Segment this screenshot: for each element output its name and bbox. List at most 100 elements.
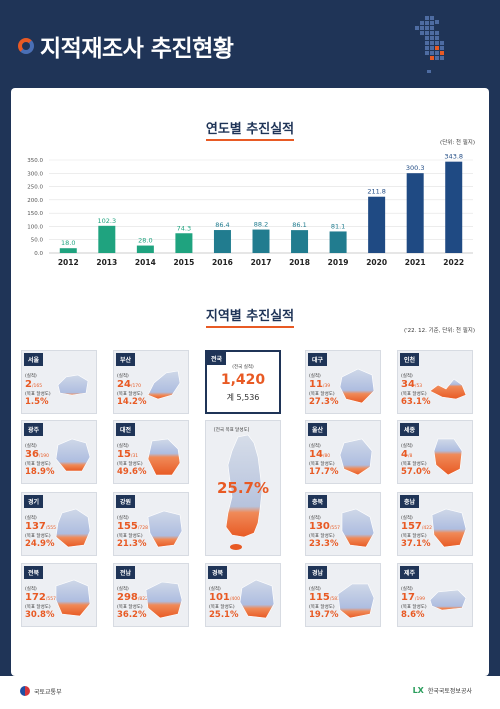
footer: 국토교통부 LX 한국국토정보공사 bbox=[0, 676, 500, 709]
bar-2018 bbox=[291, 230, 309, 253]
target-label: (목표 달성도) bbox=[117, 534, 143, 539]
region-card-경기: 경기 (실적) 137/555 (목표 달성도) 24.9% bbox=[21, 492, 97, 556]
y-tick-label: 50.0 bbox=[31, 238, 44, 244]
perf-label: (실적) bbox=[401, 516, 413, 521]
region-card-경북: 경북 (실적) 101/400 (목표 달성도) 25.1% bbox=[205, 563, 281, 627]
region-card-충북: 충북 (실적) 130/557 (목표 달성도) 23.3% bbox=[305, 492, 381, 556]
region-rate: 37.1% bbox=[401, 539, 431, 549]
region-map-shape bbox=[429, 378, 467, 400]
region-map-shape bbox=[55, 438, 91, 472]
bar-value-label: 81.1 bbox=[331, 222, 345, 230]
region-value: 157/422 bbox=[401, 521, 432, 532]
bar-value-label: 86.4 bbox=[215, 221, 229, 229]
region-card-서울: 서울 (실적) 2/165 (목표 달성도) 1.5% bbox=[21, 350, 97, 414]
x-tick-label: 2020 bbox=[366, 258, 387, 267]
bar-value-label: 211.8 bbox=[367, 188, 386, 196]
region-rate: 23.3% bbox=[309, 539, 339, 549]
region-value: 24/170 bbox=[117, 379, 142, 390]
bar-2012 bbox=[59, 248, 77, 253]
region-map-shape bbox=[433, 438, 463, 476]
bar-2015 bbox=[175, 233, 193, 253]
region-name: 부산 bbox=[116, 353, 136, 366]
region-rate: 30.8% bbox=[25, 610, 55, 620]
target-label: (목표 달성도) bbox=[401, 605, 427, 610]
region-name: 인천 bbox=[400, 353, 420, 366]
bar-2017 bbox=[252, 229, 270, 253]
perf-label: (실적) bbox=[25, 587, 37, 592]
region-map-shape bbox=[55, 579, 91, 617]
bar-value-label: 28.0 bbox=[138, 237, 152, 245]
x-tick-label: 2012 bbox=[58, 258, 79, 267]
region-rate: 14.2% bbox=[117, 397, 147, 407]
perf-label: (실적) bbox=[309, 516, 321, 521]
bar-2022 bbox=[445, 161, 463, 253]
bar-value-label: 300.3 bbox=[406, 164, 425, 172]
national-total-card: 전국 (전국 실적) 1,420 계 5,536 bbox=[205, 350, 281, 414]
region-map-shape bbox=[431, 508, 467, 548]
region-card-충남: 충남 (실적) 157/422 (목표 달성도) 37.1% bbox=[397, 492, 473, 556]
region-name: 충북 bbox=[308, 495, 328, 508]
ministry-logo: 국토교통부 bbox=[20, 686, 62, 696]
x-tick-label: 2019 bbox=[328, 258, 349, 267]
region-card-대전: 대전 (실적) 15/31 (목표 달성도) 49.6% bbox=[113, 420, 189, 484]
target-label: (목표 달성도) bbox=[401, 534, 427, 539]
bar-2016 bbox=[213, 230, 231, 253]
region-value: 14/80 bbox=[309, 449, 331, 460]
target-label: (목표 달성도) bbox=[25, 534, 51, 539]
region-value: 11/39 bbox=[309, 379, 331, 390]
region-card-전북: 전북 (실적) 172/557 (목표 달성도) 30.8% bbox=[21, 563, 97, 627]
region-map-shape bbox=[339, 438, 373, 476]
x-tick-label: 2014 bbox=[135, 258, 156, 267]
perf-label: (실적) bbox=[209, 587, 221, 592]
page-title: 지적재조사 추진현황 bbox=[40, 36, 234, 62]
region-map-shape bbox=[147, 370, 181, 400]
region-name: 전북 bbox=[24, 566, 44, 579]
region-value: 2/165 bbox=[25, 379, 43, 390]
target-label: (목표 달성도) bbox=[309, 534, 335, 539]
perf-label: (실적) bbox=[401, 587, 413, 592]
region-card-광주: 광주 (실적) 36/190 (목표 달성도) 18.9% bbox=[21, 420, 97, 484]
bar-value-label: 88.2 bbox=[254, 221, 268, 229]
y-tick-label: 0.0 bbox=[34, 251, 43, 257]
x-tick-label: 2017 bbox=[251, 258, 272, 267]
region-rate: 27.3% bbox=[309, 397, 339, 407]
region-name: 전남 bbox=[116, 566, 136, 579]
perf-label: (실적) bbox=[309, 587, 321, 592]
bar-2021 bbox=[406, 173, 424, 253]
region-card-대구: 대구 (실적) 11/39 (목표 달성도) 27.3% bbox=[305, 350, 381, 414]
region-rate: 8.6% bbox=[401, 610, 425, 620]
yearly-bar-chart: 0.0 50.0 100.0 150.0 200.0 250.0 300.0 350.0 18.… bbox=[27, 153, 473, 267]
x-tick-label: 2021 bbox=[405, 258, 426, 267]
perf-label: (실적) bbox=[117, 587, 129, 592]
region-name: 강원 bbox=[116, 495, 136, 508]
region-rate: 17.7% bbox=[309, 467, 339, 477]
region-map-shape bbox=[337, 583, 375, 619]
perf-label: (실적) bbox=[25, 374, 37, 379]
region-map-shape bbox=[55, 508, 91, 548]
region-rate: 21.3% bbox=[117, 539, 147, 549]
target-label: (목표 달성도) bbox=[309, 605, 335, 610]
target-label: (목표 달성도) bbox=[401, 392, 427, 397]
region-rate: 18.9% bbox=[25, 467, 55, 477]
target-label: (목표 달성도) bbox=[117, 462, 143, 467]
bar-2014 bbox=[136, 245, 154, 253]
target-label: (목표 달성도) bbox=[117, 605, 143, 610]
target-label: (목표 달성도) bbox=[25, 392, 51, 397]
region-rate: 1.5% bbox=[25, 397, 49, 407]
region-value: 17/199 bbox=[401, 592, 426, 603]
region-rate: 36.2% bbox=[117, 610, 147, 620]
region-value: 15/31 bbox=[117, 449, 139, 460]
lx-icon: LX bbox=[412, 686, 424, 695]
region-map-shape bbox=[57, 374, 89, 396]
region-rate: 19.7% bbox=[309, 610, 339, 620]
region-rate: 24.9% bbox=[25, 539, 55, 549]
region-map-shape bbox=[147, 510, 183, 548]
region-name: 경남 bbox=[308, 566, 328, 579]
region-value: 172/557 bbox=[25, 592, 56, 603]
region-card-강원: 강원 (실적) 155/728 (목표 달성도) 21.3% bbox=[113, 492, 189, 556]
region-name: 세종 bbox=[400, 423, 420, 436]
y-tick-label: 350.0 bbox=[27, 158, 43, 164]
target-label: (목표 달성도) bbox=[309, 462, 335, 467]
y-tick-label: 100.0 bbox=[27, 224, 43, 230]
korea-pixel-map-icon bbox=[415, 16, 444, 73]
